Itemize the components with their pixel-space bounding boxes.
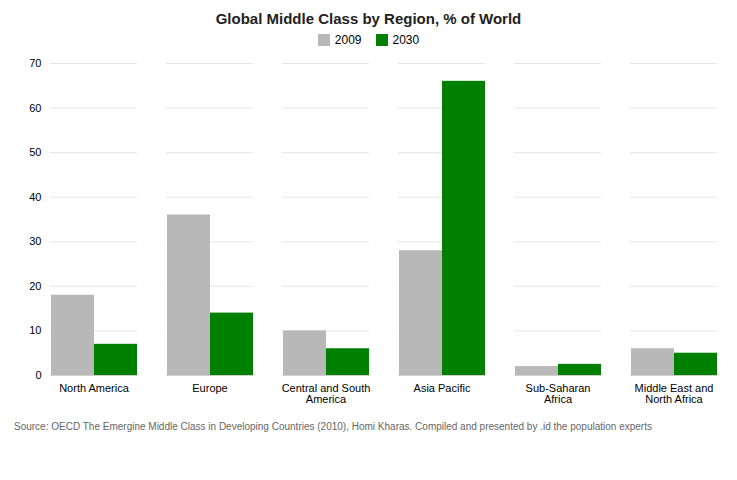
svg-text:Central and SouthAmerica: Central and SouthAmerica (282, 382, 371, 405)
svg-text:20: 20 (29, 280, 41, 292)
svg-text:Asia Pacific: Asia Pacific (414, 382, 471, 394)
html-text:2030: 2030 (392, 33, 420, 47)
svg-text:50: 50 (29, 146, 41, 158)
svg-text:Middle East andNorth Africa: Middle East andNorth Africa (635, 382, 714, 405)
svg-text:Sub-SaharanAfrica: Sub-SaharanAfrica (526, 382, 591, 405)
html-text:Source: OECD The Emergine Midd: Source: OECD The Emergine Middle Class i… (14, 421, 652, 432)
svg-text:10: 10 (29, 324, 41, 336)
svg-text:60: 60 (29, 102, 41, 114)
svg-text:Europe: Europe (192, 382, 227, 394)
svg-text:0: 0 (35, 369, 41, 381)
svg-text:North America: North America (59, 382, 130, 394)
html-text:2009: 2009 (334, 33, 362, 47)
svg-text:70: 70 (29, 57, 41, 69)
svg-text:30: 30 (29, 235, 41, 247)
html-text:Global Middle Class by Region,: Global Middle Class by Region, % of Worl… (215, 10, 522, 27)
svg-text:40: 40 (29, 191, 41, 203)
